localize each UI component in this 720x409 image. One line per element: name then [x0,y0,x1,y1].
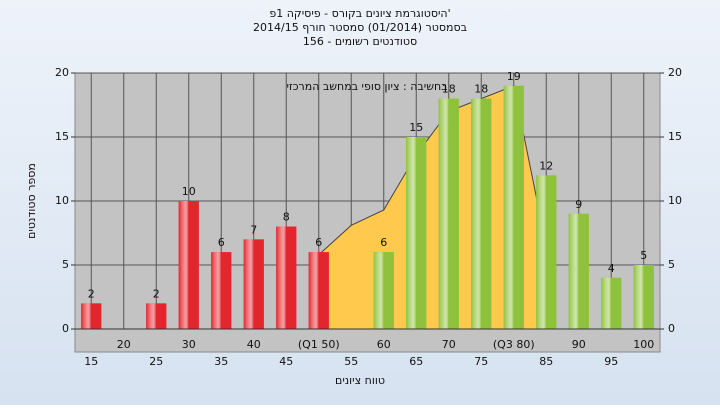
y-tick-label: 15 [55,130,69,143]
chart-subtitle: בסמסטר (01/2014) סמסטר חורף 2014/15 [253,21,467,34]
data-label: 6 [380,236,387,249]
bar [178,201,199,329]
bar [471,98,492,329]
x-tick-label: 85 [539,355,553,368]
x-tick-label: 30 [182,338,196,351]
bar [211,252,232,329]
y-tick-label: 20 [55,66,69,79]
x-tick-label: 55 [344,355,358,368]
x-axis-label: טווח ציונים [335,374,385,387]
data-label: 12 [539,159,553,172]
y2-tick-label: 20 [668,66,682,79]
data-label: 19 [507,70,521,83]
y2-tick-label: 5 [668,258,675,271]
data-label: 4 [608,262,615,275]
bar [503,85,524,329]
bar [146,303,167,329]
bar [633,265,654,329]
chart-title: 'היסטוגרמת ציונים בקורס - פיסיקה 1פ [269,7,450,20]
x-tick-label: 70 [442,338,456,351]
x-tick-label: 15 [84,355,98,368]
y-axis-label: מספר סטודנטים [25,163,38,239]
data-label: 6 [218,236,225,249]
data-label: 9 [575,198,582,211]
data-label: 5 [640,249,647,262]
bar [438,98,459,329]
data-label: 2 [88,287,95,300]
x-tick-label: (Q3 80) [493,338,535,351]
bar [601,277,622,329]
bar [373,252,394,329]
data-label: 10 [182,185,196,198]
bar [308,252,329,329]
chart-subtitle: סטודנטים רשומים - 156 [303,35,417,48]
data-label: 18 [474,83,488,96]
data-label: 15 [409,121,423,134]
bar [536,175,557,329]
data-label: 6 [315,236,322,249]
y-tick-label: 0 [62,322,69,335]
data-label: 18 [442,83,456,96]
x-tick-label: 65 [409,355,423,368]
y2-tick-label: 0 [668,322,675,335]
x-tick-label: 75 [474,355,488,368]
x-tick-label: 45 [279,355,293,368]
data-label: 2 [153,287,160,300]
bar [406,137,427,329]
x-tick-label: 95 [604,355,618,368]
bar [276,226,297,329]
x-tick-label: 35 [214,355,228,368]
x-tick-label: 60 [377,338,391,351]
y-tick-label: 5 [62,258,69,271]
x-tick-label: 90 [572,338,586,351]
bar [243,239,264,329]
bar [568,213,589,329]
data-label: 7 [250,223,257,236]
x-tick-label: (Q1 50) [298,338,340,351]
y-tick-label: 10 [55,194,69,207]
y2-tick-label: 10 [668,194,682,207]
bar [81,303,102,329]
x-tick-label: 40 [247,338,261,351]
y2-tick-label: 15 [668,130,682,143]
data-label: 8 [283,211,290,224]
x-tick-label: 100 [633,338,654,351]
annotation: בחשיבה : ציון סופי במחשב המרכזי [286,80,447,93]
x-tick-label: 20 [117,338,131,351]
x-tick-label: 25 [149,355,163,368]
